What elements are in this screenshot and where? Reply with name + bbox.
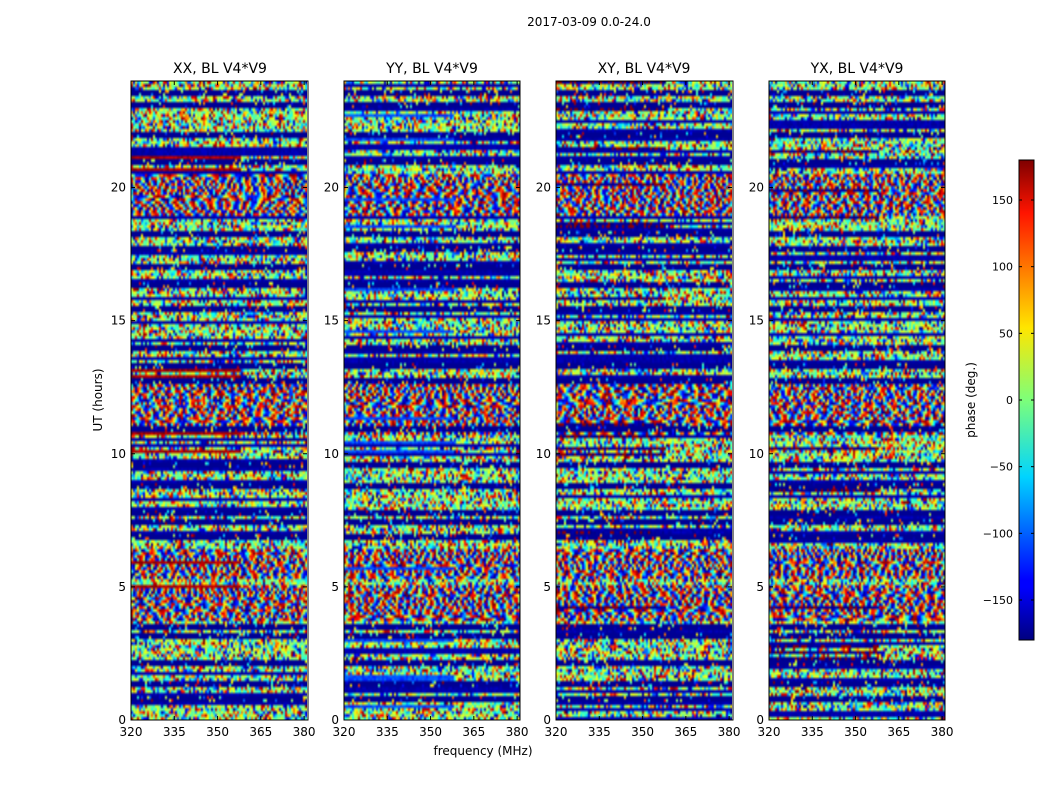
colorbar-tick-label: 150 <box>992 194 1013 207</box>
x-tick-label: 350 <box>844 725 867 739</box>
panel-title: YY, BL V4*V9 <box>385 61 478 77</box>
x-tick-label: 350 <box>419 725 442 739</box>
y-tick-label: 15 <box>111 314 126 328</box>
y-tick-label: 5 <box>331 580 339 594</box>
panel-xy: XY, BL V4*V9 320 335 350 365 380 0 5 10 15 20 <box>536 61 741 739</box>
colorbar-label: phase (deg.) <box>964 362 978 438</box>
y-tick-label: 20 <box>749 181 764 195</box>
panel-xx: XX, BL V4*V9 320 335 350 365 380 0 5 10 15 20 <box>111 61 316 739</box>
y-axis: 0 5 10 15 20 <box>324 181 520 727</box>
phase-heatmap <box>344 81 520 720</box>
y-tick-label: 20 <box>536 181 551 195</box>
y-tick-label: 20 <box>111 181 126 195</box>
plot-frame <box>768 80 946 721</box>
x-tick-label: 365 <box>674 725 697 739</box>
y-tick-label: 0 <box>118 713 126 727</box>
y-tick-label: 20 <box>324 181 339 195</box>
x-tick-label: 335 <box>801 725 824 739</box>
x-tick-label: 380 <box>506 725 529 739</box>
panel-title: XY, BL V4*V9 <box>598 61 691 77</box>
panel-yx: YX, BL V4*V9 320 335 350 365 380 0 5 10 15 20 <box>749 61 954 739</box>
y-axis-label: UT (hours) <box>91 368 105 431</box>
figure-suptitle: 2017-03-09 0.0-24.0 <box>527 15 651 29</box>
panel-title: XX, BL V4*V9 <box>173 61 267 77</box>
y-tick-label: 5 <box>118 580 126 594</box>
x-axis: 320 335 350 365 380 <box>758 81 954 739</box>
x-axis-label: frequency (MHz) <box>433 744 532 758</box>
phase-heatmap <box>131 81 307 720</box>
colorbar-tick-label: −150 <box>983 594 1013 607</box>
x-tick-label: 335 <box>588 725 611 739</box>
colorbar-tick-label: 0 <box>1006 394 1013 407</box>
colorbar-tick-label: −100 <box>983 527 1013 540</box>
plot-frame <box>130 80 309 721</box>
phase-heatmap-image <box>344 81 520 720</box>
y-axis: 0 5 10 15 20 <box>111 181 307 727</box>
phase-heatmap-image <box>131 81 307 720</box>
panel-yy: YY, BL V4*V9 320 335 350 365 380 0 5 10 15 20 <box>324 61 529 739</box>
y-tick-label: 0 <box>331 713 339 727</box>
y-axis: 0 5 10 15 20 <box>749 181 945 727</box>
x-axis: 320 335 350 365 380 <box>545 81 741 739</box>
y-tick-label: 5 <box>756 580 764 594</box>
x-tick-label: 320 <box>333 725 356 739</box>
colorbar-tick-label: 50 <box>999 327 1013 340</box>
phase-heatmap <box>556 81 732 720</box>
colorbar-ticks: −150 −100 −50 0 50 100 150 <box>983 194 1034 607</box>
y-tick-label: 15 <box>536 314 551 328</box>
plot-frame <box>343 80 521 721</box>
x-tick-label: 320 <box>758 725 781 739</box>
y-tick-label: 15 <box>324 314 339 328</box>
phase-heatmap-image <box>556 81 732 720</box>
panel-title: YX, BL V4*V9 <box>810 61 904 77</box>
x-tick-label: 380 <box>718 725 741 739</box>
y-tick-label: 5 <box>543 580 551 594</box>
y-axis: 0 5 10 15 20 <box>536 181 732 727</box>
x-tick-label: 350 <box>631 725 654 739</box>
y-tick-label: 10 <box>749 447 764 461</box>
x-tick-label: 380 <box>293 725 316 739</box>
y-tick-label: 10 <box>536 447 551 461</box>
x-tick-label: 350 <box>206 725 229 739</box>
colorbar-tick-label: 100 <box>992 261 1013 274</box>
x-tick-label: 380 <box>931 725 954 739</box>
phase-heatmap <box>769 81 945 720</box>
y-tick-label: 0 <box>543 713 551 727</box>
x-tick-label: 365 <box>462 725 485 739</box>
x-tick-label: 335 <box>163 725 186 739</box>
x-tick-label: 365 <box>887 725 910 739</box>
colorbar: −150 −100 −50 0 50 100 150 phase (deg.) <box>964 159 1035 641</box>
x-axis: 320 335 350 365 380 <box>333 81 529 739</box>
y-tick-label: 0 <box>756 713 764 727</box>
y-tick-label: 15 <box>749 314 764 328</box>
phase-heatmap-image <box>769 81 945 720</box>
plot-frame <box>555 80 734 721</box>
y-tick-label: 10 <box>324 447 339 461</box>
x-tick-label: 320 <box>545 725 568 739</box>
y-tick-label: 10 <box>111 447 126 461</box>
x-tick-label: 335 <box>376 725 399 739</box>
x-tick-label: 365 <box>249 725 272 739</box>
colorbar-tick-label: −50 <box>990 461 1013 474</box>
x-tick-label: 320 <box>120 725 143 739</box>
x-axis: 320 335 350 365 380 <box>120 81 316 739</box>
